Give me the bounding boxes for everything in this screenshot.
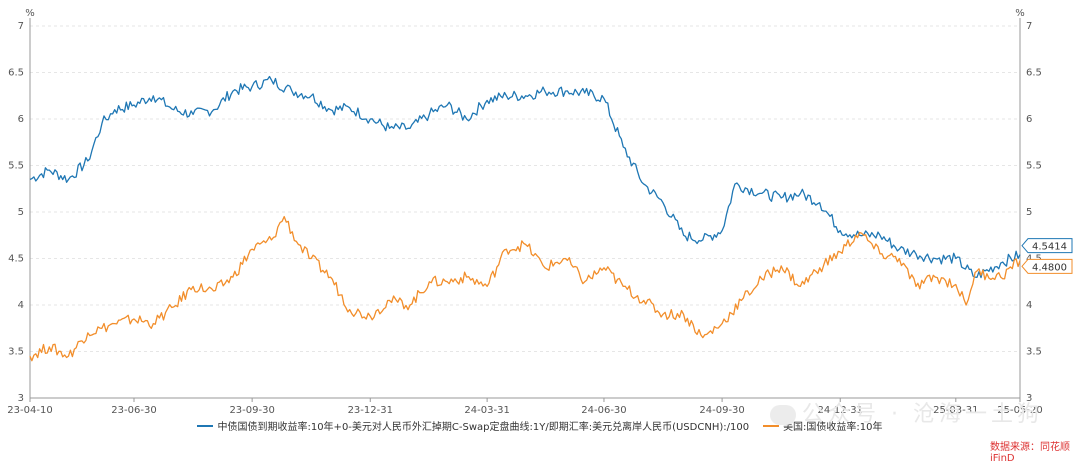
- x-tick-label: 24-06-30: [581, 405, 626, 416]
- y-tick-label-right: 5: [1026, 207, 1032, 218]
- right-axis-unit: %: [1015, 8, 1025, 19]
- legend-swatch-blue: [197, 424, 214, 427]
- y-tick-label-left: 6.5: [8, 68, 24, 79]
- x-tick-label: 25-05-20: [997, 405, 1042, 416]
- x-tick-label: 23-04-10: [7, 405, 52, 416]
- wechat-icon: [770, 405, 796, 425]
- series-line-2: [29, 215, 1021, 362]
- x-tick-label: 25-03-31: [933, 405, 978, 416]
- y-tick-label-right: 4: [1026, 300, 1032, 311]
- legend-item-series-1[interactable]: 中债国债到期收益率:10年+0-美元对人民币外汇掉期C-Swap定盘曲线:1Y/…: [197, 418, 749, 433]
- y-tick-label-right: 5.5: [1026, 161, 1042, 172]
- y-tick-label-left: 4: [18, 300, 24, 311]
- watermark: 公众号 · 沧海一土狗: [770, 396, 1043, 428]
- y-tick-label-left: 7: [18, 21, 24, 32]
- y-tick-label-right: 6: [1026, 114, 1032, 125]
- y-tick-label-left: 4.5: [8, 254, 24, 265]
- grid-lines: [30, 25, 1020, 399]
- axes: 333.53.5444.54.5555.55.5666.56.57723-04-…: [7, 18, 1043, 416]
- end-value-label-1: 4.5414: [1021, 238, 1073, 254]
- end-value-label-2: 4.4800: [1021, 258, 1073, 274]
- series-line-1: [29, 75, 1021, 279]
- x-tick-label: 24-03-31: [464, 405, 509, 416]
- x-tick-label: 24-12-31: [818, 405, 863, 416]
- x-tick-label: 23-06-30: [111, 405, 156, 416]
- x-tick-label: 24-09-30: [699, 405, 744, 416]
- y-tick-label-right: 7: [1026, 21, 1032, 32]
- y-tick-label-right: 6.5: [1026, 68, 1042, 79]
- legend-swatch-orange: [763, 424, 780, 427]
- end-value-box: [1021, 258, 1073, 274]
- end-value-text: 4.5414: [1032, 242, 1067, 253]
- x-tick-label: 23-12-31: [348, 405, 393, 416]
- end-value-labels: 4.5414 4.4800: [1021, 238, 1073, 274]
- legend: 中债国债到期收益率:10年+0-美元对人民币外汇掉期C-Swap定盘曲线:1Y/…: [0, 418, 1080, 433]
- watermark-text: 公众号 · 沧海一土狗: [802, 402, 1043, 427]
- series-lines: [29, 75, 1021, 362]
- legend-item-series-2[interactable]: 美国:国债收益率:10年: [763, 418, 883, 433]
- left-axis-unit: %: [25, 8, 35, 19]
- y-tick-label-left: 5.5: [8, 161, 24, 172]
- source-note: 数据来源：同花顺iFinD: [990, 442, 1070, 464]
- y-tick-label-right: 3.5: [1026, 347, 1042, 358]
- y-tick-label-left: 6: [18, 114, 24, 125]
- legend-label-series-1: 中债国债到期收益率:10年+0-美元对人民币外汇掉期C-Swap定盘曲线:1Y/…: [217, 422, 750, 433]
- legend-label-series-2: 美国:国债收益率:10年: [783, 422, 883, 433]
- end-value-box: [1021, 238, 1073, 254]
- x-tick-label: 23-09-30: [229, 405, 274, 416]
- y-tick-label-left: 3: [18, 393, 24, 404]
- y-tick-label-left: 5: [18, 207, 24, 218]
- y-tick-label-right: 3: [1026, 393, 1032, 404]
- y-tick-label-left: 3.5: [8, 347, 24, 358]
- end-value-text: 4.4800: [1032, 262, 1067, 273]
